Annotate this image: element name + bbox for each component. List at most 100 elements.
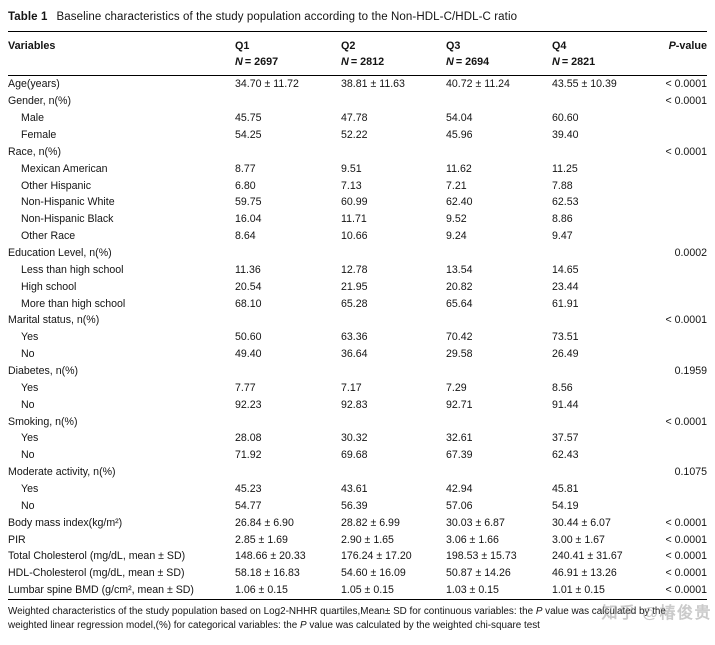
row-label: Gender, n(%) [8, 95, 72, 108]
cell-pvalue: < 0.0001 [665, 145, 707, 158]
cell-value: 20.82 [446, 280, 473, 293]
table-row: More than high school 68.10 65.28 65.64 61.9… [8, 295, 707, 312]
cell-value: 54.04 [446, 112, 473, 125]
row-label: Lumbar spine BMD (g/cm², mean ± SD) [8, 584, 194, 597]
cell-value: 63.36 [341, 331, 368, 344]
row-label: Yes [21, 432, 39, 445]
cell-value: 14.65 [552, 263, 579, 276]
cell-pvalue [658, 261, 707, 278]
table-row: Yes 50.60 63.36 70.42 73.51 [8, 329, 707, 346]
cell-value: 7.77 [235, 381, 256, 394]
footnote-segment: value was calculated by the weighted chi… [306, 620, 540, 632]
cell-value [446, 363, 552, 380]
cell-pvalue [658, 329, 707, 346]
cell-value: 73.51 [552, 331, 579, 344]
row-label: No [21, 449, 35, 462]
cell-value: 67.39 [446, 449, 473, 462]
cell-value: 62.53 [552, 196, 579, 209]
row-label: Education Level, n(%) [8, 247, 112, 260]
cell-value: 45.75 [235, 112, 262, 125]
cell-pvalue: 0.1075 [674, 466, 707, 479]
table-row: PIR 2.85 ± 1.69 2.90 ± 1.65 3.06 ± 1.66 3.00… [8, 531, 707, 548]
cell-value: 28.82 ± 6.99 [341, 516, 400, 529]
cell-pvalue [658, 160, 707, 177]
cell-pvalue: < 0.0001 [665, 415, 707, 428]
cell-pvalue [658, 379, 707, 396]
table-row: Yes 28.08 30.32 32.61 37.57 [8, 430, 707, 447]
cell-value: 2.90 ± 1.65 [341, 533, 394, 546]
table-title: Table 1 Baseline characteristics of the s… [8, 11, 707, 23]
cell-value [341, 143, 446, 160]
cell-pvalue: < 0.0001 [665, 567, 707, 580]
cell-value: 54.77 [235, 499, 262, 512]
footnote: Weighted characteristics of the study po… [8, 605, 707, 635]
cell-value [446, 312, 552, 329]
cell-value: 60.99 [341, 196, 368, 209]
table-row: Other Hispanic 6.80 7.13 7.21 7.88 [8, 177, 707, 194]
cell-value: 12.78 [341, 263, 368, 276]
cell-pvalue [658, 110, 707, 127]
cell-value: 49.40 [235, 348, 262, 361]
cell-value: 8.77 [235, 162, 256, 175]
cell-pvalue [658, 127, 707, 144]
cell-pvalue [658, 228, 707, 245]
cell-value [446, 143, 552, 160]
cell-pvalue [658, 346, 707, 363]
cell-value: 8.56 [552, 381, 573, 394]
cell-value: 13.54 [446, 263, 473, 276]
row-label: HDL-Cholesterol (mg/dL, mean ± SD) [8, 567, 185, 580]
row-label: PIR [8, 533, 26, 546]
cell-value: 42.94 [446, 483, 473, 496]
cell-pvalue: < 0.0001 [665, 314, 707, 327]
cell-value: 32.61 [446, 432, 473, 445]
cell-value: 45.23 [235, 483, 262, 496]
col-variables: Variables [8, 40, 56, 52]
cell-value: 69.68 [341, 449, 368, 462]
cell-value: 65.28 [341, 297, 368, 310]
footnote-segment: Weighted characteristics of the study po… [8, 605, 536, 617]
cell-value: 57.06 [446, 499, 473, 512]
col-q2-n: N = 2812 [341, 52, 446, 76]
footnote-p-symbol: P [300, 620, 307, 632]
pvalue-suffix: -value [675, 40, 707, 52]
cell-value: 11.71 [341, 213, 367, 226]
cell-value [235, 312, 341, 329]
cell-value: 26.84 ± 6.90 [235, 516, 294, 529]
cell-value: 60.60 [552, 112, 579, 125]
table-row: Total Cholesterol (mg/dL, mean ± SD) 148.… [8, 548, 707, 565]
cell-value: 45.81 [552, 483, 579, 496]
table-row: No 49.40 36.64 29.58 26.49 [8, 346, 707, 363]
table-body: Age(years) 34.70 ± 11.72 38.81 ± 11.63 40.7… [8, 76, 707, 600]
pvalue-symbol: P [668, 40, 676, 52]
table-row: Education Level, n(%) 0.0002 [8, 245, 707, 262]
cell-value: 43.61 [341, 483, 368, 496]
cell-value: 9.51 [341, 162, 362, 175]
col-q1-n: N = 2697 [235, 52, 341, 76]
cell-value: 7.21 [446, 179, 467, 192]
cell-value: 26.49 [552, 348, 579, 361]
header-row-labels: Variables Q1 Q2 Q3 Q4 P-value [8, 32, 707, 52]
cell-pvalue [658, 295, 707, 312]
col-q3: Q3 [446, 40, 461, 52]
cell-value: 59.75 [235, 196, 262, 209]
cell-value: 1.06 ± 0.15 [235, 584, 288, 597]
row-label: No [21, 398, 35, 411]
cell-value [552, 413, 658, 430]
cell-pvalue [658, 177, 707, 194]
cell-value: 52.22 [341, 129, 368, 141]
cell-value [341, 363, 446, 380]
cell-value: 71.92 [235, 449, 262, 462]
row-label: Smoking, n(%) [8, 415, 78, 428]
cell-value: 148.66 ± 20.33 [235, 550, 306, 563]
row-label: No [21, 348, 35, 361]
cell-value: 176.24 ± 17.20 [341, 550, 412, 563]
cell-pvalue [658, 447, 707, 464]
table-row: Yes 45.23 43.61 42.94 45.81 [8, 481, 707, 498]
cell-pvalue: 0.1959 [674, 365, 707, 378]
table-row: No 54.77 56.39 57.06 54.19 [8, 497, 707, 514]
cell-value [341, 312, 446, 329]
cell-value [552, 363, 658, 380]
row-label: No [21, 499, 35, 512]
cell-pvalue: < 0.0001 [665, 516, 707, 529]
